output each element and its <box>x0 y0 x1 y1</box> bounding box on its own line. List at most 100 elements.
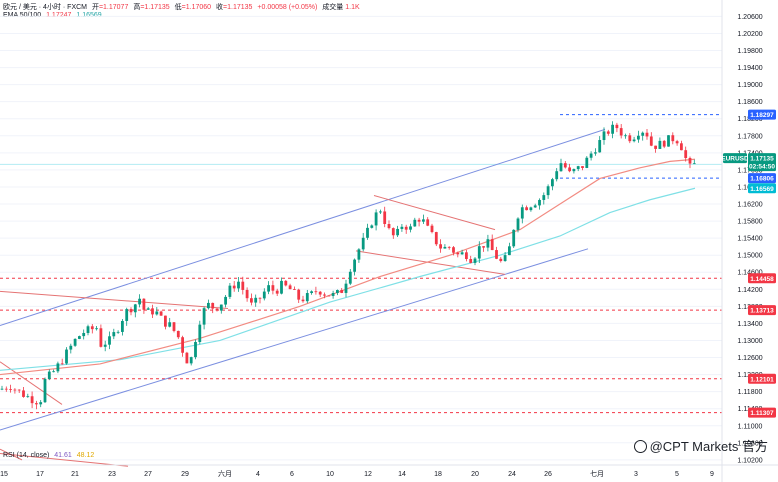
candle-body <box>189 357 193 364</box>
candle-body <box>555 171 559 180</box>
candle-body <box>675 141 679 144</box>
candle-body <box>323 294 326 296</box>
candle-body <box>331 293 335 296</box>
open-value: =1.17077 <box>98 4 129 11</box>
candle-body <box>78 336 81 339</box>
candle-body <box>142 298 146 310</box>
time-tick-label: 9 <box>710 471 714 478</box>
candle-body <box>572 169 576 172</box>
volume-label: 成交量 <box>322 4 344 11</box>
price-tick-label: 1.13400 <box>737 321 762 328</box>
price-tick-label: 1.15800 <box>737 219 762 226</box>
candle-body <box>56 363 60 372</box>
candle-body <box>215 308 219 311</box>
candle-body <box>65 349 68 364</box>
time-tick-label: 14 <box>398 471 406 478</box>
candle-body <box>30 396 34 404</box>
candle-body <box>95 328 98 330</box>
time-tick-label: 17 <box>36 471 44 478</box>
low-label: 低 <box>174 4 182 11</box>
candle-body <box>99 328 103 347</box>
candle-body <box>245 289 249 299</box>
candle-body <box>409 226 412 230</box>
candle-body <box>250 298 253 303</box>
candle-body <box>452 247 455 253</box>
candle-body <box>512 229 516 247</box>
candle-body <box>4 388 8 390</box>
price-tag <box>748 273 776 284</box>
price-axis[interactable]: 1.20600 1.20200 1.19800 1.19400 1.19000 1.186… <box>737 14 762 464</box>
price-tag-text: 1.11307 <box>750 410 774 417</box>
candle-body <box>525 207 528 211</box>
candle-body <box>284 280 288 286</box>
candle-body <box>658 140 662 149</box>
time-tick-label: 21 <box>71 471 79 478</box>
time-tick-label: 6 <box>290 471 294 478</box>
candle-body <box>684 150 688 159</box>
candle-body <box>654 145 657 149</box>
candle-body <box>90 326 94 330</box>
price-tick-label: 1.14200 <box>737 287 762 294</box>
candle-body <box>176 330 180 338</box>
candle-body <box>563 163 567 168</box>
candle-body <box>662 140 666 147</box>
candle-body <box>649 136 653 146</box>
price-tick-label: 1.20600 <box>737 14 762 21</box>
price-tick-label: 1.19400 <box>737 65 762 72</box>
watermark: @CPT Markets 官方 <box>633 436 768 455</box>
candle-body <box>211 302 215 309</box>
candle-body <box>155 311 159 315</box>
candle-body <box>52 371 55 373</box>
price-tag <box>748 407 776 418</box>
candle-body <box>305 293 309 302</box>
key-levels <box>0 114 722 414</box>
candle-body <box>671 135 675 142</box>
price-tick-label: 1.11000 <box>738 423 763 430</box>
chart-grid <box>0 15 722 461</box>
candle-body <box>219 304 223 311</box>
time-tick-label: 23 <box>108 471 116 478</box>
candle-body <box>632 139 636 142</box>
candle-body <box>546 186 550 196</box>
candle-body <box>426 219 430 226</box>
candle-body <box>43 378 47 403</box>
price-tag-text: 1.16569 <box>750 186 774 193</box>
candle-body <box>606 131 610 134</box>
candle-body <box>387 224 391 229</box>
candle-body <box>310 291 313 294</box>
candle-body <box>116 331 120 333</box>
candle-body <box>688 158 692 164</box>
candle-body <box>486 239 490 248</box>
candle-body <box>533 205 537 208</box>
candle-body <box>254 297 258 303</box>
candle-body <box>379 211 382 213</box>
candle-body <box>391 228 395 236</box>
candle-body <box>667 135 670 147</box>
candle-body <box>224 296 227 305</box>
price-tick-label: 1.13000 <box>737 338 762 345</box>
time-axis[interactable]: 15 17 21 23 27 29 六月 4 6 10 12 14 18 20 24 26 七月 3 5 9 <box>0 469 714 478</box>
candle-body <box>108 336 111 345</box>
price-tick-label: 1.10200 <box>737 457 762 464</box>
candle-body <box>645 132 649 137</box>
watermark-text: @CPT Markets 官方 <box>649 439 768 454</box>
candle-body <box>133 304 137 313</box>
close-label: 收 <box>216 4 224 11</box>
last-price-tag <box>748 153 776 172</box>
candle-body <box>628 135 632 142</box>
candle-body <box>344 283 348 293</box>
candle-body <box>447 246 451 248</box>
symbol-tag <box>723 153 747 164</box>
candle-body <box>275 290 279 294</box>
candle-body <box>301 299 305 302</box>
candle-body <box>615 124 619 129</box>
price-tag <box>748 109 776 120</box>
time-tick-label: 29 <box>181 471 189 478</box>
candle-body <box>374 212 378 226</box>
candle-body <box>370 225 374 228</box>
symbol-tag-text: EURUSD <box>721 156 749 163</box>
pennant-line <box>373 195 496 231</box>
candle-body <box>516 218 520 230</box>
price-tick-label: 1.17800 <box>737 133 762 140</box>
